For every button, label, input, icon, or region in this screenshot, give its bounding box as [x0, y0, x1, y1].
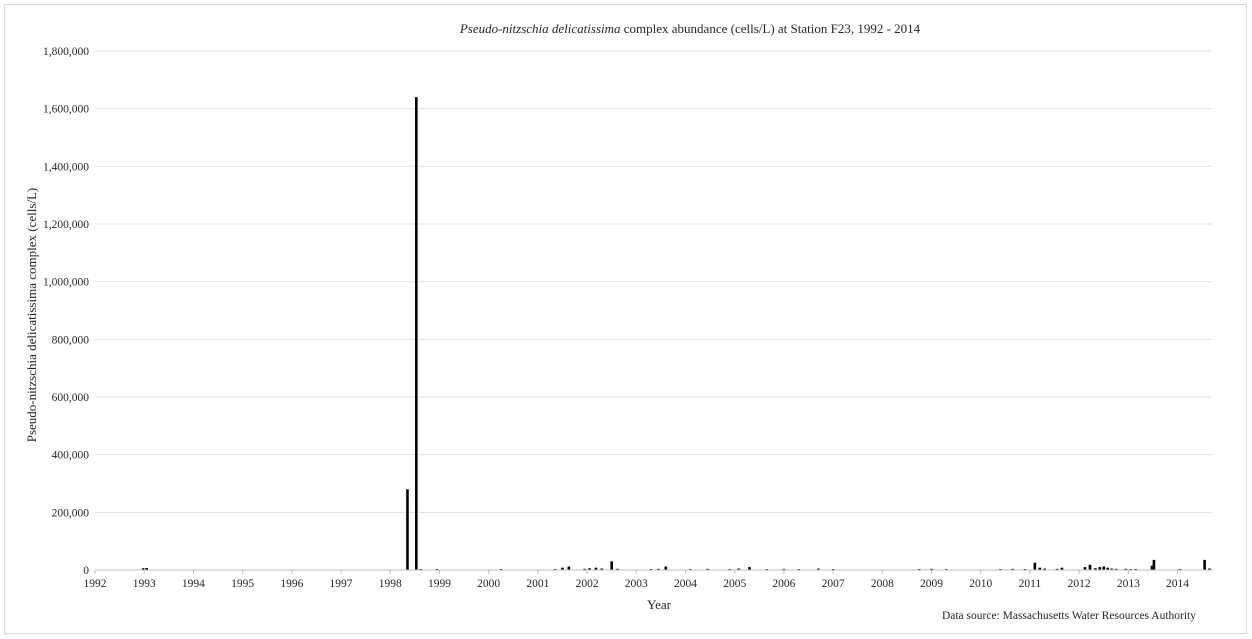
bar	[1114, 568, 1118, 570]
bar	[1102, 566, 1106, 570]
x-tick-label: 2000	[477, 578, 500, 590]
bars	[141, 97, 1211, 570]
bar	[1110, 568, 1113, 570]
bar	[616, 568, 619, 570]
x-tick-label: 1999	[428, 578, 451, 590]
x-tick-label: 2013	[1117, 578, 1140, 590]
y-tick-label: 0	[83, 565, 89, 577]
x-tick-label: 2005	[723, 578, 746, 590]
bar	[610, 561, 613, 570]
bar	[1055, 568, 1059, 570]
gridlines	[95, 50, 1212, 513]
bar	[583, 568, 586, 570]
bar	[1088, 564, 1092, 570]
y-axis-title: Pseudo-nitzschia delicatissima complex (…	[24, 188, 39, 443]
y-tick-label: 1,800,000	[43, 46, 89, 58]
bar	[1060, 567, 1064, 570]
bar	[1203, 559, 1206, 570]
y-tick-label: 1,200,000	[43, 219, 89, 231]
bar	[406, 489, 409, 570]
bar	[657, 568, 660, 570]
bar	[561, 567, 564, 570]
bar	[1043, 568, 1046, 570]
x-tick-label: 2007	[822, 578, 845, 590]
x-tick-label: 2006	[772, 578, 795, 590]
bar	[1033, 562, 1037, 570]
bar	[737, 568, 740, 570]
y-tick-label: 800,000	[52, 334, 90, 346]
x-tick-label: 1992	[84, 578, 107, 590]
x-axis-title: Year	[647, 597, 672, 612]
bar	[588, 568, 591, 570]
bar	[1152, 559, 1156, 570]
bar	[1083, 567, 1087, 570]
x-tick-label: 2002	[576, 578, 599, 590]
x-tick-label: 1993	[133, 578, 156, 590]
bar	[1011, 568, 1015, 570]
x-tick-label: 1998	[379, 578, 402, 590]
bar	[1106, 567, 1109, 570]
chart-title: Pseudo-nitzschia delicatissima complex a…	[459, 21, 921, 36]
x-tick-label: 1994	[182, 578, 205, 590]
bar	[782, 568, 786, 570]
bar	[664, 566, 668, 570]
x-tick-label: 2009	[920, 578, 943, 590]
x-tick-label: 1995	[231, 578, 254, 590]
y-tick-label: 200,000	[52, 507, 90, 519]
x-tick-label: 2008	[871, 578, 894, 590]
x-tick-label: 1996	[280, 578, 303, 590]
chart-title-rest: complex abundance (cells/L) at Station F…	[621, 21, 921, 36]
bar	[1098, 567, 1102, 570]
bar	[141, 568, 145, 570]
y-axis-ticks: 0 200,000 400,000 600,000 800,000 1,000,000 1,…	[43, 46, 89, 577]
x-tick-label: 2001	[526, 578, 549, 590]
bar	[706, 568, 709, 570]
bar	[1094, 568, 1097, 570]
y-tick-label: 600,000	[52, 392, 90, 404]
x-tick-label: 2003	[625, 578, 648, 590]
bar	[567, 566, 571, 570]
bar	[748, 567, 751, 570]
bar	[1150, 565, 1154, 570]
bar	[594, 567, 598, 570]
y-tick-label: 1,000,000	[43, 277, 89, 289]
bar	[1124, 568, 1128, 570]
chart-title-italic: Pseudo-nitzschia delicatissima	[459, 21, 621, 36]
x-tick-label: 2011	[1019, 578, 1042, 590]
bar	[1038, 567, 1042, 570]
x-axis-ticks: 1992 1993 1994 1995 1996 1997 1998 1999 2000 2001…	[84, 570, 1189, 590]
y-tick-label: 400,000	[52, 450, 90, 462]
bar	[817, 568, 820, 570]
bar	[145, 567, 148, 570]
y-tick-label: 1,400,000	[43, 161, 89, 173]
bar	[415, 97, 418, 570]
x-tick-label: 2012	[1068, 578, 1091, 590]
x-tick-label: 1997	[330, 578, 353, 590]
x-tick-label: 2010	[969, 578, 992, 590]
bar	[1208, 568, 1211, 570]
data-source-note: Data source: Massachusetts Water Resourc…	[942, 610, 1196, 622]
bar	[930, 568, 933, 570]
x-tick-label: 2004	[674, 578, 697, 590]
x-tick-label: 2014	[1166, 578, 1189, 590]
y-tick-label: 1,600,000	[43, 104, 89, 116]
bar	[600, 568, 604, 570]
